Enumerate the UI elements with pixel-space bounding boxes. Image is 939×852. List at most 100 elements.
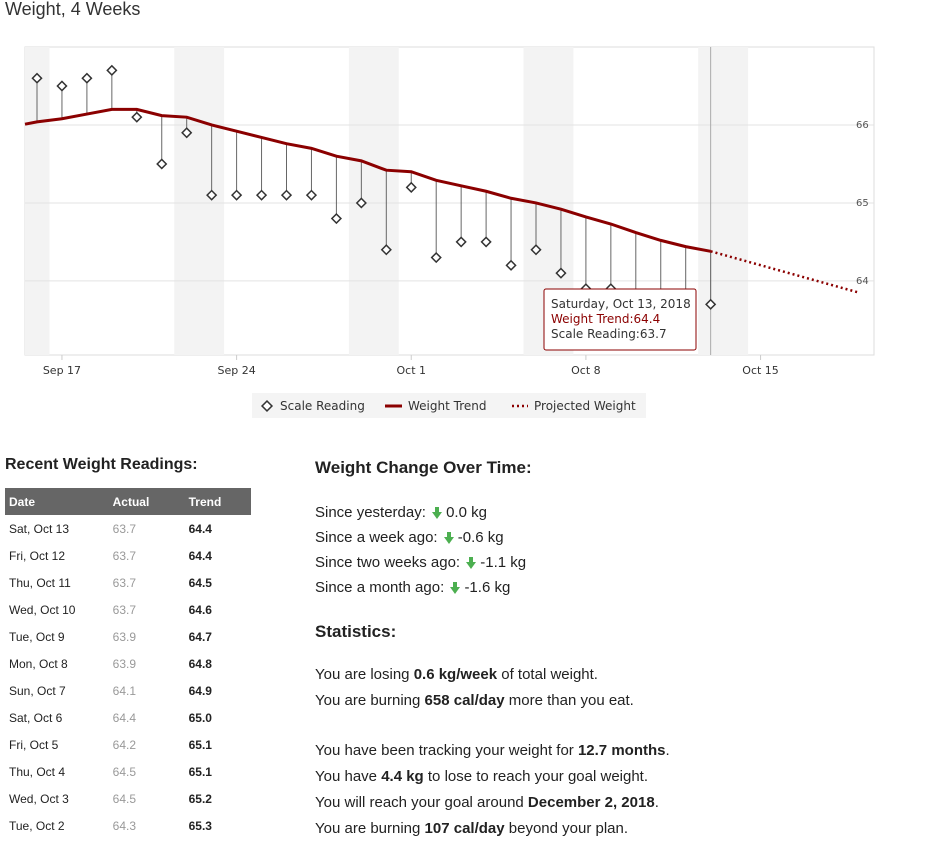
stat-plan-surplus: You are burning 107 cal/day beyond your … bbox=[315, 820, 629, 837]
cell-trend: 64.8 bbox=[188, 656, 212, 671]
x-tick-label: Oct 8 bbox=[571, 364, 601, 377]
table-row: Tue, Oct 9 63.9 64.7 bbox=[5, 623, 251, 650]
scale-reading-point bbox=[555, 267, 567, 279]
cell-actual: 63.7 bbox=[112, 548, 136, 563]
cell-date: Tue, Oct 2 bbox=[9, 818, 65, 833]
stat-to-goal: You have 4.4 kg to lose to reach your go… bbox=[315, 768, 649, 785]
cell-actual: 64.5 bbox=[112, 791, 136, 806]
table-row: Fri, Oct 5 64.2 65.1 bbox=[5, 731, 251, 758]
scale-reading-point bbox=[280, 189, 293, 201]
scale-reading-point bbox=[206, 189, 218, 201]
weight-change-label: Since two weeks ago: bbox=[315, 554, 461, 571]
stat-value: 0.6 kg/week bbox=[413, 666, 498, 683]
scale-reading-point bbox=[255, 189, 268, 201]
cell-actual: 64.4 bbox=[112, 710, 136, 725]
cell-trend: 65.3 bbox=[188, 818, 212, 833]
stat-value: 107 cal/day bbox=[424, 820, 505, 837]
weight-change-label: Since yesterday: bbox=[315, 504, 426, 521]
table-row: Fri, Oct 12 63.7 64.4 bbox=[5, 542, 251, 569]
legend-scale-label: Scale Reading bbox=[280, 399, 365, 413]
scale-reading-point bbox=[330, 212, 342, 225]
cell-actual: 64.2 bbox=[112, 737, 136, 752]
x-tick-label: Sep 24 bbox=[217, 364, 255, 377]
projected-weight-line bbox=[710, 250, 860, 294]
cell-actual: 63.7 bbox=[112, 575, 136, 590]
scale-reading-point bbox=[305, 189, 318, 201]
weight-change-title: Weight Change Over Time: bbox=[315, 458, 532, 477]
scale-reading-point bbox=[56, 80, 68, 92]
readings-table: Date Actual Trend Sat, Oct 13 63.7 64.4 Fri… bbox=[5, 488, 251, 839]
scale-reading-point bbox=[81, 72, 93, 84]
recent-readings-title: Recent Weight Readings: bbox=[5, 456, 198, 473]
cell-date: Sun, Oct 7 bbox=[9, 683, 66, 698]
page-title: Weight, 4 Weeks bbox=[5, 0, 141, 19]
cell-trend: 65.1 bbox=[188, 764, 212, 779]
cell-trend: 64.7 bbox=[188, 629, 212, 644]
scale-reading-point bbox=[106, 64, 118, 76]
table-row: Thu, Oct 11 63.7 64.5 bbox=[5, 569, 251, 596]
cell-trend: 64.5 bbox=[188, 575, 212, 590]
cell-date: Mon, Oct 8 bbox=[9, 656, 68, 671]
table-row: Sat, Oct 13 63.7 64.4 bbox=[5, 515, 251, 542]
legend-scale-marker bbox=[260, 399, 274, 413]
x-tick-label: Oct 15 bbox=[742, 364, 779, 377]
table-row: Mon, Oct 8 63.9 64.8 bbox=[5, 650, 251, 677]
table-row: Wed, Oct 10 63.7 64.6 bbox=[5, 596, 251, 623]
weight-change-section: Weight Change Over Time: Since yesterday… bbox=[315, 458, 915, 842]
scale-reading-point bbox=[231, 189, 243, 201]
scale-reading-point bbox=[480, 236, 492, 248]
cell-trend: 65.2 bbox=[188, 791, 212, 806]
y-tick-label: 64 bbox=[856, 276, 869, 287]
cell-date: Thu, Oct 11 bbox=[9, 575, 71, 590]
scale-reading-point bbox=[705, 298, 717, 310]
cell-date: Sat, Oct 13 bbox=[9, 521, 70, 536]
cell-trend: 65.1 bbox=[188, 737, 212, 752]
stat-loss-rate: You are losing 0.6 kg/week of total weig… bbox=[315, 666, 598, 683]
down-arrow-icon bbox=[450, 582, 461, 595]
cell-date: Wed, Oct 3 bbox=[9, 791, 69, 806]
scale-reading-point bbox=[181, 127, 193, 139]
scale-reading-point bbox=[505, 259, 517, 271]
cell-actual: 63.9 bbox=[112, 629, 136, 644]
header-actual[interactable]: Actual bbox=[108, 488, 185, 515]
cell-actual: 64.1 bbox=[112, 683, 136, 698]
weight-change-row: Since a week ago: -0.6 kg bbox=[315, 525, 915, 550]
table-row: Sat, Oct 6 64.4 65.0 bbox=[5, 704, 251, 731]
weight-change-value: -1.1 kg bbox=[480, 554, 527, 571]
weight-change-value: -0.6 kg bbox=[457, 529, 504, 546]
y-tick-label: 65 bbox=[856, 198, 869, 209]
x-tick-label: Sep 17 bbox=[43, 364, 81, 377]
cell-actual: 63.7 bbox=[112, 521, 136, 536]
cell-actual: 64.3 bbox=[112, 818, 136, 833]
statistics-list: You are losing 0.6 kg/week of total weig… bbox=[315, 662, 915, 842]
tooltip-scale: Scale Reading:63.7 bbox=[551, 327, 667, 341]
header-trend[interactable]: Trend bbox=[184, 488, 251, 515]
recent-readings-section: Recent Weight Readings: Date Actual Tren… bbox=[5, 456, 255, 839]
table-row: Sun, Oct 7 64.1 64.9 bbox=[5, 677, 251, 704]
weight-change-label: Since a month ago: bbox=[315, 579, 445, 596]
cell-trend: 64.4 bbox=[188, 521, 212, 536]
tooltip-date: Saturday, Oct 13, 2018 bbox=[551, 297, 691, 311]
weight-trend-line bbox=[24, 107, 711, 253]
scale-reading-point bbox=[355, 197, 367, 209]
cell-trend: 64.6 bbox=[188, 602, 212, 617]
table-row: Thu, Oct 4 64.5 65.1 bbox=[5, 758, 251, 785]
cell-actual: 64.5 bbox=[112, 764, 136, 779]
x-tick-label: Oct 1 bbox=[396, 364, 426, 377]
down-arrow-icon bbox=[466, 557, 477, 570]
tooltip-box bbox=[543, 288, 697, 351]
down-arrow-icon bbox=[443, 532, 454, 545]
cell-date: Tue, Oct 9 bbox=[9, 629, 65, 644]
weekend-band bbox=[348, 47, 399, 355]
cell-actual: 63.7 bbox=[112, 602, 136, 617]
weight-change-row: Since a month ago: -1.6 kg bbox=[315, 575, 915, 600]
stat-calorie-deficit: You are burning 658 cal/day more than yo… bbox=[315, 692, 634, 709]
weight-change-value: 0.0 kg bbox=[446, 504, 487, 521]
cell-date: Fri, Oct 5 bbox=[9, 737, 59, 752]
cell-date: Sat, Oct 6 bbox=[9, 710, 63, 725]
table-row: Wed, Oct 3 64.5 65.2 bbox=[5, 785, 251, 812]
header-date[interactable]: Date bbox=[5, 488, 109, 515]
table-header-row: Date Actual Trend bbox=[5, 488, 251, 515]
stat-value: 4.4 kg bbox=[381, 768, 424, 785]
weight-change-row: Since yesterday: 0.0 kg bbox=[315, 500, 915, 525]
